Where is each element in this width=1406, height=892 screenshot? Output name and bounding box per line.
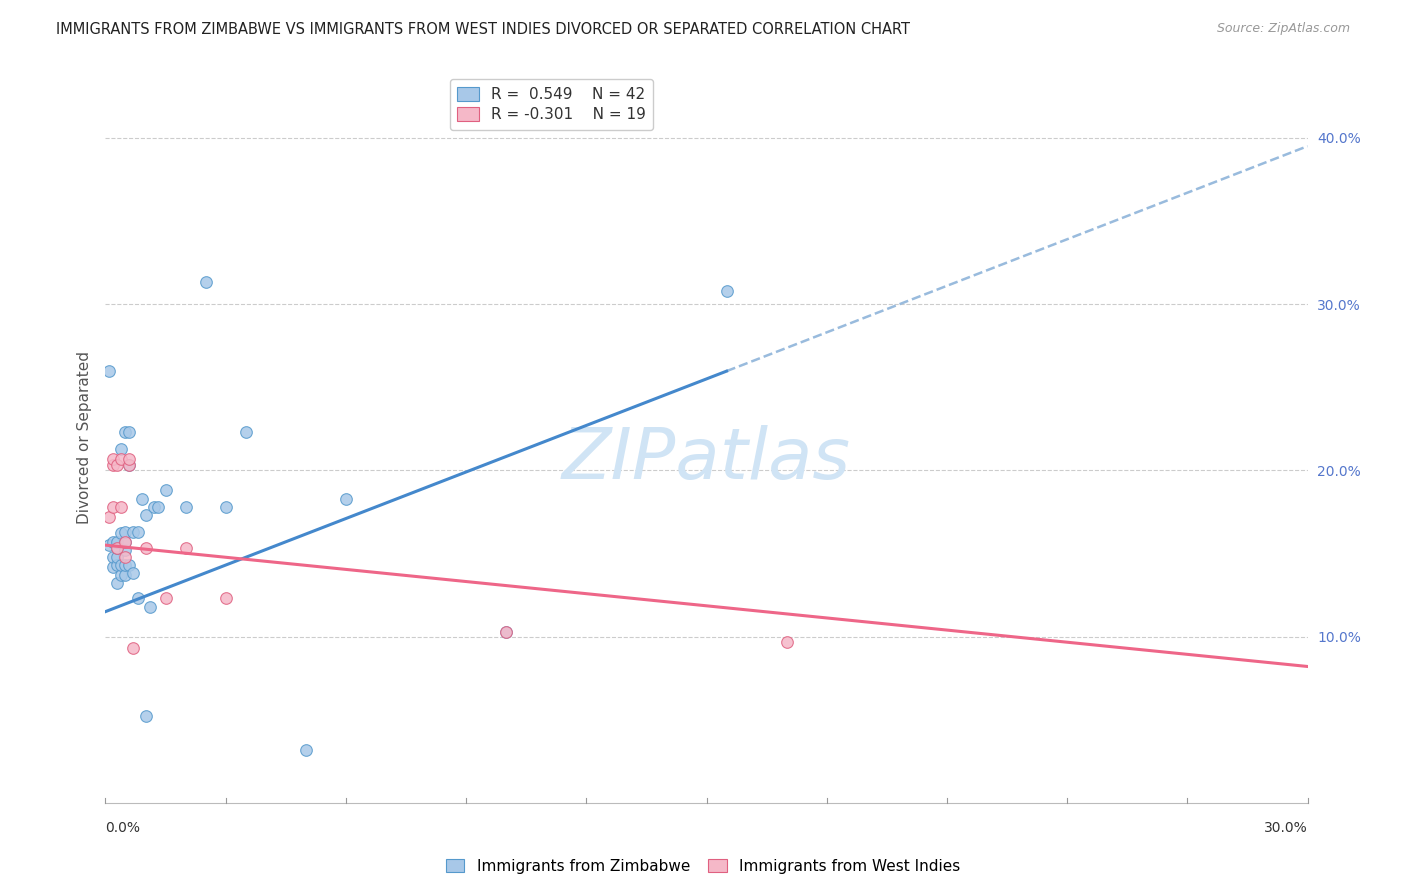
Point — [114, 524, 136, 539]
Point — [118, 458, 141, 473]
Legend: Immigrants from Zimbabwe, Immigrants from West Indies: Immigrants from Zimbabwe, Immigrants fro… — [440, 853, 966, 880]
Point — [174, 541, 197, 556]
Point — [127, 591, 149, 606]
Point — [98, 509, 121, 524]
Point — [118, 458, 141, 473]
Point — [110, 451, 132, 466]
Point — [155, 483, 177, 498]
Text: 0.0%: 0.0% — [105, 821, 141, 835]
Point — [103, 559, 125, 574]
Point — [110, 442, 132, 456]
Point — [114, 558, 136, 573]
Point — [107, 541, 129, 556]
Point — [110, 558, 132, 573]
Point — [107, 458, 129, 473]
Point — [295, 742, 318, 756]
Point — [110, 526, 132, 541]
Point — [103, 534, 125, 549]
Point — [118, 451, 141, 466]
Point — [103, 549, 125, 564]
Point — [114, 534, 136, 549]
Point — [142, 500, 165, 514]
Point — [118, 425, 141, 439]
Text: IMMIGRANTS FROM ZIMBABWE VS IMMIGRANTS FROM WEST INDIES DIVORCED OR SEPARATED CO: IMMIGRANTS FROM ZIMBABWE VS IMMIGRANTS F… — [56, 22, 910, 37]
Point — [214, 591, 236, 606]
Point — [107, 541, 129, 556]
Point — [103, 458, 125, 473]
Point — [110, 500, 132, 514]
Point — [122, 641, 145, 656]
Point — [716, 284, 738, 298]
Point — [174, 500, 197, 514]
Point — [495, 624, 517, 639]
Point — [98, 538, 121, 552]
Legend: R =  0.549    N = 42, R = -0.301    N = 19: R = 0.549 N = 42, R = -0.301 N = 19 — [450, 79, 654, 130]
Point — [114, 549, 136, 564]
Point — [110, 568, 132, 582]
Point — [98, 363, 121, 377]
Point — [235, 425, 257, 439]
Point — [118, 558, 141, 573]
Point — [495, 624, 517, 639]
Point — [114, 425, 136, 439]
Point — [135, 709, 157, 723]
Y-axis label: Divorced or Separated: Divorced or Separated — [76, 351, 91, 524]
Point — [335, 491, 357, 506]
Point — [114, 534, 136, 549]
Point — [107, 558, 129, 573]
Point — [107, 549, 129, 564]
Point — [214, 500, 236, 514]
Point — [114, 543, 136, 558]
Point — [194, 276, 217, 290]
Point — [103, 500, 125, 514]
Point — [122, 566, 145, 581]
Point — [155, 591, 177, 606]
Point — [131, 491, 153, 506]
Point — [776, 634, 799, 648]
Point — [114, 568, 136, 582]
Point — [122, 524, 145, 539]
Point — [107, 576, 129, 591]
Text: 30.0%: 30.0% — [1264, 821, 1308, 835]
Point — [135, 541, 157, 556]
Point — [127, 524, 149, 539]
Text: ZIPatlas: ZIPatlas — [562, 425, 851, 493]
Point — [135, 508, 157, 523]
Text: Source: ZipAtlas.com: Source: ZipAtlas.com — [1216, 22, 1350, 36]
Point — [107, 534, 129, 549]
Point — [146, 500, 169, 514]
Point — [103, 451, 125, 466]
Point — [138, 599, 160, 614]
